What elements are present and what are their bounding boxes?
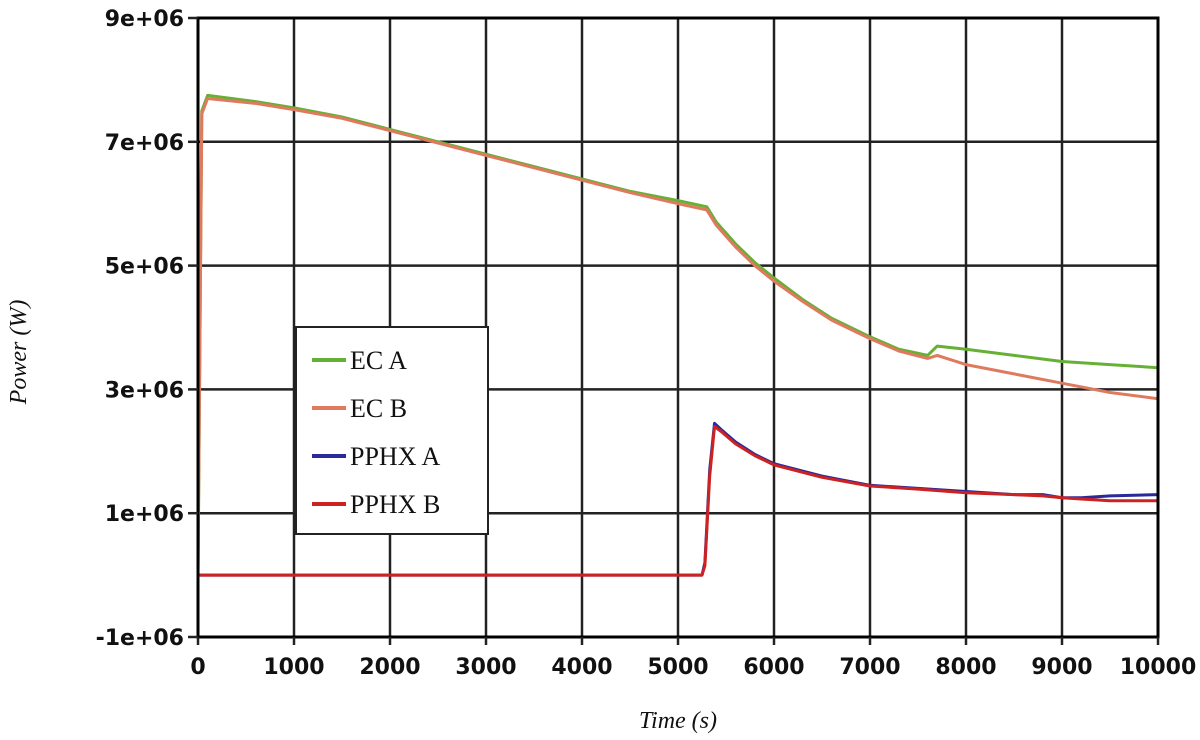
y-tick-label: 5e+06 bbox=[105, 255, 184, 280]
y-tick-label: 1e+06 bbox=[105, 502, 184, 527]
y-tick-label: 3e+06 bbox=[105, 378, 184, 403]
x-tick-label: 1000 bbox=[263, 655, 324, 680]
axis-ticks: 0 1000 2000 3000 4000 5000 6000 7000 8000 9000 100… bbox=[96, 7, 1197, 680]
legend-label-pphx-b: PPHX B bbox=[350, 490, 440, 519]
series-line-ec-b bbox=[196, 97, 1159, 576]
x-tick-label: 8000 bbox=[935, 655, 996, 680]
legend: EC A EC B PPHX A PPHX B bbox=[295, 326, 489, 535]
series-line-pphx-b bbox=[198, 425, 1158, 577]
y-tick-label: 9e+06 bbox=[105, 7, 184, 32]
x-tick-label: 9000 bbox=[1031, 655, 1092, 680]
x-axis-label: Time (s) bbox=[639, 708, 717, 734]
x-tick-label: 2000 bbox=[359, 655, 420, 680]
x-tick-label: 7000 bbox=[839, 655, 900, 680]
x-tick-label: 0 bbox=[190, 655, 205, 680]
legend-label-ec-a: EC A bbox=[350, 346, 407, 375]
legend-label-ec-b: EC B bbox=[350, 394, 407, 423]
x-tick-label: 4000 bbox=[551, 655, 612, 680]
x-tick-label: 5000 bbox=[647, 655, 708, 680]
series-lines bbox=[196, 93, 1159, 577]
x-tick-label: 10000 bbox=[1120, 655, 1197, 680]
y-tick-label: 7e+06 bbox=[105, 131, 184, 156]
x-tick-label: 3000 bbox=[455, 655, 516, 680]
y-tick-label: -1e+06 bbox=[96, 626, 184, 651]
legend-label-pphx-a: PPHX A bbox=[350, 442, 441, 471]
y-axis-label: Power (W) bbox=[6, 300, 32, 406]
x-tick-label: 6000 bbox=[743, 655, 804, 680]
